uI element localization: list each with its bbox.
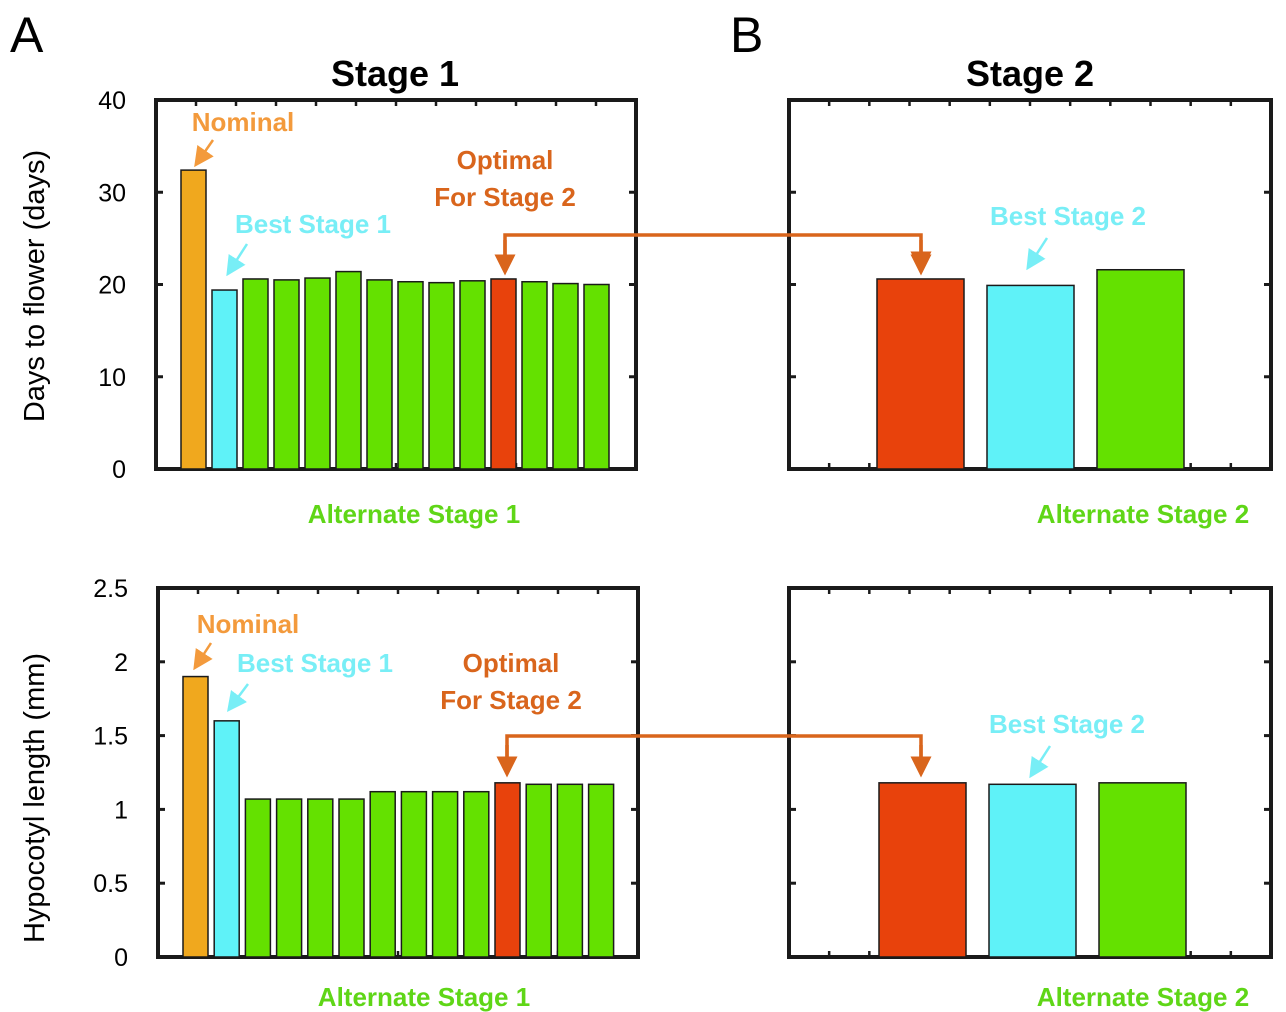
y-tick-label: 0: [114, 944, 128, 972]
top-best-stage-2-label: Best Stage 2: [990, 201, 1146, 231]
bar-optimal-10: [490, 278, 517, 470]
bar-alt-7: [400, 790, 428, 958]
bar-alt-13: [587, 783, 615, 958]
bar-alt-9: [459, 280, 486, 470]
y-tick-label: 2.5: [93, 575, 128, 603]
top-left-x-axis-label: Alternate Stage 1: [308, 499, 520, 529]
chart-a-hypocotyl-length: 0 0.5 1 1.5 2 2.5: [93, 575, 640, 972]
bar-alt-5: [338, 798, 365, 958]
top-best-stage-1-arrow: [226, 243, 249, 277]
top-best-stage-2-arrow: [1026, 237, 1049, 271]
bar-alt-12: [556, 783, 584, 958]
panel-letter-b: B: [730, 7, 763, 63]
bar-alt-6: [369, 790, 396, 958]
bottom-best-stage-2-label: Best Stage 2: [989, 709, 1145, 739]
bar-alt-12: [552, 282, 579, 470]
bar-alt-9: [463, 790, 490, 958]
bottom-right-x-axis-label: Alternate Stage 2: [1037, 982, 1249, 1012]
bar-best-1: [986, 284, 1075, 470]
y-tick-label: 0.5: [93, 870, 128, 898]
top-optimal-label-line1: Optimal: [457, 145, 554, 175]
bar-alt-5: [335, 270, 362, 470]
top-nominal-arrow: [194, 139, 215, 168]
bar-optimal-0: [876, 278, 965, 470]
bar-optimal-0: [878, 782, 967, 958]
bottom-optimal-label-line2: For Stage 2: [440, 685, 582, 715]
y-tick-label: 2: [114, 649, 128, 677]
bar-alt-2: [1096, 268, 1185, 470]
y-tick-label: 1.5: [93, 723, 128, 751]
bar-alt-7: [397, 280, 424, 470]
bar-alt-3: [275, 798, 303, 958]
bar-alt-2: [244, 798, 272, 958]
stage-2-title: Stage 2: [966, 53, 1094, 94]
y-tick-label: 10: [98, 364, 126, 392]
bar-optimal-10: [494, 782, 521, 958]
top-optimal-label-line2: For Stage 2: [434, 182, 576, 212]
chart-b-days-to-flower: [787, 98, 1273, 471]
bottom-nominal-label: Nominal: [197, 609, 300, 639]
y-tick-label: 1: [114, 796, 128, 824]
bar-alt-13: [583, 283, 610, 470]
bottom-optimal-label-line1: Optimal: [463, 648, 560, 678]
bottom-left-x-axis-label: Alternate Stage 1: [318, 982, 530, 1012]
top-best-stage-1-label: Best Stage 1: [235, 209, 391, 239]
y-tick-label: 30: [98, 179, 126, 207]
chart-b-hypocotyl-length: [787, 586, 1273, 959]
top-y-axis-label: Days to flower (days): [19, 150, 51, 422]
bar-alt-2: [242, 278, 269, 470]
y-tick-label: 40: [98, 87, 126, 115]
bar-nominal-0: [182, 675, 209, 958]
bar-alt-2: [1098, 782, 1187, 958]
bar-alt-3: [273, 279, 300, 470]
bar-alt-8: [431, 790, 459, 958]
bar-alt-11: [525, 783, 552, 958]
bar-best-1: [213, 720, 240, 958]
bottom-best-stage-1-arrow: [227, 683, 249, 712]
bottom-connector-line: [505, 734, 923, 762]
bar-alt-11: [521, 280, 548, 470]
bottom-best-stage-1-label: Best Stage 1: [237, 648, 393, 678]
panel-letter-a: A: [10, 7, 44, 63]
bar-alt-8: [428, 281, 455, 470]
bar-alt-4: [304, 277, 331, 470]
bar-alt-6: [366, 279, 393, 470]
top-connector-arrow: [503, 233, 932, 273]
bottom-y-axis-label: Hypocotyl length (mm): [19, 653, 51, 943]
stage-1-title: Stage 1: [331, 53, 459, 94]
bottom-best-stage-2-arrow: [1029, 745, 1052, 779]
y-tick-label: 20: [98, 272, 126, 300]
top-right-x-axis-label: Alternate Stage 2: [1037, 499, 1249, 529]
bar-nominal-0: [180, 169, 207, 470]
bottom-nominal-arrow: [193, 642, 213, 671]
chart-a-days-to-flower: 0 10 20 30 40: [98, 87, 638, 484]
y-tick-label: 0: [112, 456, 126, 484]
bar-best-1: [211, 289, 238, 470]
bar-best-1: [988, 783, 1077, 958]
bar-alt-4: [307, 798, 334, 958]
top-nominal-label: Nominal: [192, 107, 295, 137]
